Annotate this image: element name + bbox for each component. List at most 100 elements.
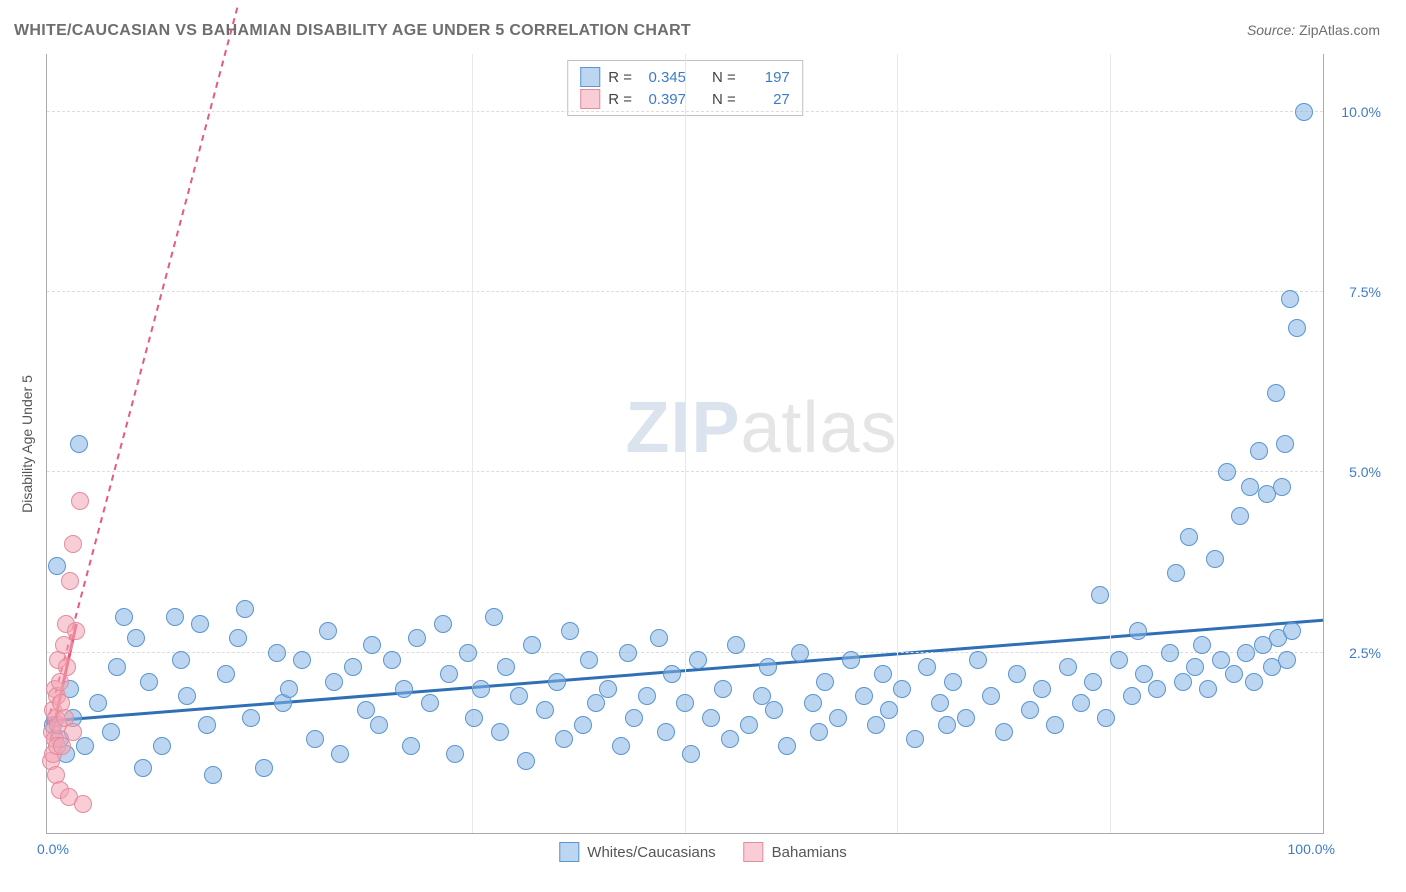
data-point — [1199, 680, 1217, 698]
data-point — [791, 644, 809, 662]
chart-container: Disability Age Under 5 ZIPatlas R = 0.34… — [14, 54, 1392, 878]
legend-swatch — [580, 67, 600, 87]
y-tick-label: 7.5% — [1349, 284, 1381, 300]
data-point — [689, 651, 707, 669]
data-point — [650, 629, 668, 647]
data-point — [1267, 384, 1285, 402]
data-point — [517, 752, 535, 770]
data-point — [153, 737, 171, 755]
data-point — [599, 680, 617, 698]
data-point — [918, 658, 936, 676]
x-gridline — [897, 54, 898, 833]
data-point — [1180, 528, 1198, 546]
data-point — [178, 687, 196, 705]
data-point — [1276, 435, 1294, 453]
data-point — [740, 716, 758, 734]
data-point — [727, 636, 745, 654]
legend-swatch — [580, 89, 600, 109]
data-point — [778, 737, 796, 755]
watermark: ZIPatlas — [625, 387, 897, 469]
data-point — [1288, 319, 1306, 337]
legend-label: Whites/Caucasians — [587, 844, 715, 861]
data-point — [331, 745, 349, 763]
data-point — [682, 745, 700, 763]
data-point — [1225, 665, 1243, 683]
data-point — [580, 651, 598, 669]
data-point — [446, 745, 464, 763]
data-point — [459, 644, 477, 662]
data-point — [957, 709, 975, 727]
data-point — [64, 723, 82, 741]
data-point — [721, 730, 739, 748]
r-label: R = — [608, 91, 632, 108]
data-point — [1123, 687, 1141, 705]
data-point — [465, 709, 483, 727]
chart-title: WHITE/CAUCASIAN VS BAHAMIAN DISABILITY A… — [14, 22, 691, 40]
data-point — [217, 665, 235, 683]
data-point — [523, 636, 541, 654]
data-point — [536, 701, 554, 719]
data-point — [140, 673, 158, 691]
data-point — [1008, 665, 1026, 683]
data-point — [625, 709, 643, 727]
source-value: ZipAtlas.com — [1299, 22, 1380, 38]
data-point — [995, 723, 1013, 741]
y-tick-label: 10.0% — [1341, 104, 1381, 120]
data-point — [440, 665, 458, 683]
data-point — [867, 716, 885, 734]
data-point — [1245, 673, 1263, 691]
data-point — [472, 680, 490, 698]
x-max-label: 100.0% — [1288, 841, 1335, 857]
data-point — [229, 629, 247, 647]
data-point — [1046, 716, 1064, 734]
data-point — [829, 709, 847, 727]
data-point — [1218, 463, 1236, 481]
data-point — [64, 535, 82, 553]
data-point — [1097, 709, 1115, 727]
data-point — [1241, 478, 1259, 496]
data-point — [67, 622, 85, 640]
legend-item: Bahamians — [744, 842, 847, 862]
data-point — [676, 694, 694, 712]
legend-item: Whites/Caucasians — [559, 842, 715, 862]
data-point — [268, 644, 286, 662]
x-gridline — [685, 54, 686, 833]
plot-area: Disability Age Under 5 ZIPatlas R = 0.34… — [46, 54, 1324, 834]
data-point — [1174, 673, 1192, 691]
data-point — [58, 658, 76, 676]
data-point — [1231, 507, 1249, 525]
source-label: Source: — [1247, 22, 1295, 38]
data-point — [293, 651, 311, 669]
data-point — [816, 673, 834, 691]
data-point — [255, 759, 273, 777]
data-point — [485, 608, 503, 626]
data-point — [874, 665, 892, 683]
data-point — [70, 435, 88, 453]
data-point — [402, 737, 420, 755]
data-point — [548, 673, 566, 691]
data-point — [115, 608, 133, 626]
data-point — [842, 651, 860, 669]
data-point — [574, 716, 592, 734]
data-point — [108, 658, 126, 676]
data-point — [931, 694, 949, 712]
data-point — [280, 680, 298, 698]
data-point — [434, 615, 452, 633]
watermark-light: atlas — [741, 388, 898, 468]
data-point — [1059, 658, 1077, 676]
data-point — [344, 658, 362, 676]
data-point — [89, 694, 107, 712]
data-point — [166, 608, 184, 626]
data-point — [325, 673, 343, 691]
bottom-legend: Whites/Caucasians Bahamians — [559, 842, 846, 862]
data-point — [1281, 290, 1299, 308]
data-point — [1148, 680, 1166, 698]
source-attr: Source: ZipAtlas.com — [1247, 22, 1380, 38]
data-point — [491, 723, 509, 741]
legend-swatch — [559, 842, 579, 862]
data-point — [408, 629, 426, 647]
y-tick-label: 2.5% — [1349, 645, 1381, 661]
data-point — [134, 759, 152, 777]
legend-swatch — [744, 842, 764, 862]
data-point — [765, 701, 783, 719]
